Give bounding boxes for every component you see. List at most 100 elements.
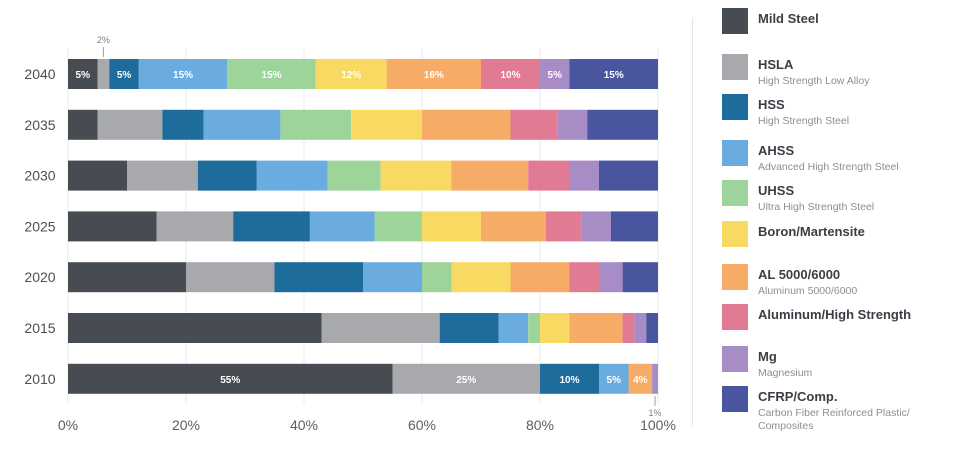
legend-swatch (722, 140, 748, 166)
legend-label: CFRP/Comp. (758, 389, 838, 404)
data-label: 10% (559, 375, 579, 386)
bar-segment (203, 109, 281, 140)
bar-segment (68, 262, 186, 293)
legend-label: Mg (758, 349, 777, 364)
bar-segment (510, 109, 558, 140)
data-label: 15% (173, 70, 193, 81)
y-tick-label: 2020 (24, 269, 55, 285)
bar-segment (327, 160, 381, 191)
bar-segment (528, 313, 540, 343)
bar-segment (68, 313, 322, 343)
bar-segment (622, 313, 635, 343)
bar-segment (68, 59, 98, 89)
legend-swatch (722, 304, 748, 330)
bar-segment (569, 262, 599, 293)
legend-sublabel: Advanced High Strength Steel (758, 161, 899, 173)
data-label: 12% (341, 70, 361, 81)
legend-swatch (722, 386, 748, 412)
bar-segment (68, 160, 127, 191)
legend-swatch (722, 54, 748, 80)
x-tick-label: 60% (408, 417, 436, 433)
bar-segment (351, 109, 422, 140)
bar-segment (569, 160, 599, 191)
bar-segment (646, 313, 658, 343)
legend-swatch (722, 8, 748, 34)
legend-label: HSLA (758, 57, 794, 72)
stacked-bar-chart: 0% 20% 40% 60% 80% 100% 2040 5% 2% 5% 15% 15% 12% 16%… (24, 35, 676, 433)
bar-segment (622, 262, 658, 293)
bar-segment (162, 109, 204, 140)
bar-segment (481, 59, 540, 89)
x-tick-label: 80% (526, 417, 554, 433)
bar-segment (280, 109, 352, 140)
data-label: 10% (500, 70, 520, 81)
bar-segment (315, 59, 387, 89)
data-label: 5% (548, 70, 563, 81)
bar-segment (392, 363, 540, 394)
bar-segment (68, 109, 98, 140)
bar-segment (321, 313, 440, 343)
data-label: 55% (220, 375, 240, 386)
bar-segment (451, 160, 529, 191)
y-tick-label: 2040 (24, 66, 55, 82)
bar-segment (97, 59, 110, 89)
data-label: 5% (76, 70, 91, 81)
bar-segment (439, 313, 499, 343)
bar-segment (109, 59, 139, 89)
legend-swatch (722, 94, 748, 120)
data-label: 15% (604, 70, 624, 81)
bar-segment (569, 59, 658, 89)
data-label: 4% (633, 375, 648, 386)
data-label: 16% (424, 70, 444, 81)
bar-segment (599, 363, 629, 394)
bar-segment (599, 160, 658, 191)
bar-segment (569, 313, 623, 343)
bar-segment (363, 262, 422, 293)
bar-segment (156, 211, 234, 242)
bar-segment (481, 211, 546, 242)
legend-label: Boron/Martensite (758, 224, 865, 239)
x-tick-label: 20% (172, 417, 200, 433)
data-label: 15% (262, 70, 282, 81)
x-tick-label: 40% (290, 417, 318, 433)
legend-swatch (722, 221, 748, 247)
bar-segment (68, 211, 157, 242)
bar-segment (233, 211, 310, 242)
bar-segment (451, 262, 511, 293)
bar-segment (557, 109, 588, 140)
legend-swatch (722, 346, 748, 372)
legend-swatch (722, 180, 748, 206)
y-tick-label: 2030 (24, 168, 55, 184)
bar-segment (422, 262, 452, 293)
bar-segment (274, 262, 363, 293)
y-tick-label: 2025 (24, 218, 55, 234)
x-tick-label: 100% (640, 417, 676, 433)
bar-segment (540, 59, 570, 89)
legend-label: UHSS (758, 183, 795, 198)
data-label: 25% (456, 375, 476, 386)
bar-segment (587, 109, 658, 140)
legend-sublabel: Ultra High Strength Steel (758, 201, 875, 213)
data-label: 5% (607, 375, 622, 386)
legend-sublabel: Carbon Fiber Reinforced Plastic/ Composi… (758, 407, 910, 432)
legend-label: Aluminum/High Strength (758, 307, 912, 322)
bar-segment (374, 211, 422, 242)
bar-segment (197, 160, 257, 191)
legend-sublabel: Magnesium (758, 367, 813, 379)
bar-segment (309, 211, 375, 242)
bar-segment (498, 313, 529, 343)
legend-sublabel: High Strength Low Alloy (758, 75, 870, 87)
bar-segment (599, 262, 623, 293)
legend-label: AL 5000/6000 (758, 267, 841, 282)
legend-label: AHSS (758, 143, 795, 158)
bar-segment (227, 59, 316, 89)
bar-segment (186, 262, 275, 293)
bar-segment (422, 211, 481, 242)
bar-segment (628, 363, 653, 394)
bar-segment (545, 211, 582, 242)
bar-segment (528, 160, 570, 191)
legend-sublabel: High Strength Steel (758, 115, 850, 127)
legend-divider (692, 18, 693, 426)
legend-label: HSS (758, 97, 785, 112)
bar-segment (256, 160, 328, 191)
